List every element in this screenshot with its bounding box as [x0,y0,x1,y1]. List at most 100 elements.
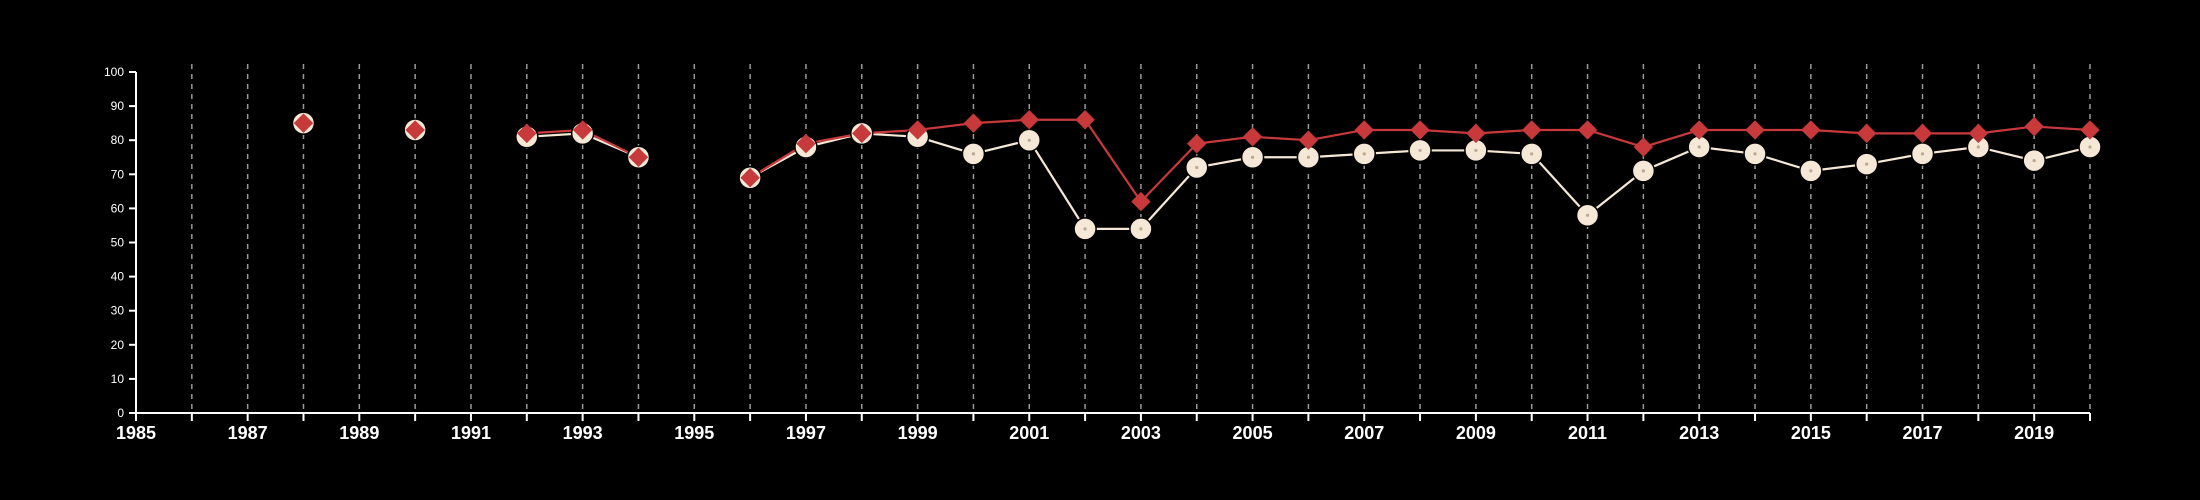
red-series-point [405,120,425,140]
y-tick-label: 80 [111,133,125,147]
red-series-point [1689,120,1709,140]
red-series-point [1298,130,1319,150]
red-series-point [2080,120,2100,140]
red-series-point [517,123,537,144]
x-tick-label: 1999 [898,423,938,443]
cream-series-point-center [1697,145,1701,149]
red-series-line-segment [973,118,1030,125]
red-series-point [572,120,593,140]
x-tick-label: 2001 [1009,423,1049,443]
red-series-point [1466,123,1486,144]
red-series-point [1745,120,1765,140]
x-tick-label: 1991 [451,423,491,443]
cream-series-point-center [1306,155,1310,159]
red-series-point [1131,191,1151,212]
x-tick-label: 2019 [2014,423,2054,443]
red-series-line-segment [1140,142,1198,203]
cream-series-point-center [1585,213,1590,217]
x-tick-label: 1985 [116,423,156,443]
grid-lines [191,64,2091,413]
red-series-point [907,120,928,140]
cream-series-point-center [1418,148,1422,153]
red-series-line-segment [1308,128,1365,142]
x-tick-label: 2005 [1233,423,1273,443]
x-tick-label: 2011 [1568,423,1607,443]
red-series-point [1522,120,1542,140]
red-series-point [1410,120,1430,140]
y-tick-label: 10 [111,372,125,386]
x-tick-label: 1995 [674,423,714,443]
red-series-point [1856,123,1877,144]
red-series-point [1019,110,1039,130]
y-tick-label: 40 [111,270,125,284]
red-series-point [1242,127,1263,147]
cream-series-point-center [1027,138,1031,142]
y-tick-label: 20 [111,338,125,352]
x-tick-label: 2015 [1791,423,1831,443]
red-series-point [963,113,984,133]
red-series-line-segment [1978,125,2035,135]
x-tick-label: 1989 [339,423,379,443]
cream-series-line-segment [1586,170,1645,217]
cream-series-point-center [2032,159,2036,163]
y-tick-label: 70 [111,167,125,181]
cream-series-point-center [1976,145,1980,149]
axes [129,71,2091,421]
red-series-line-segment [917,122,974,132]
red-series-point [1633,137,1654,157]
x-tick-label: 2009 [1456,423,1496,443]
red-series-point [2024,116,2044,137]
x-tick-label: 1993 [563,423,603,443]
y-tick-label: 60 [111,201,125,215]
series [291,110,2102,241]
red-series-line-segment [1810,128,1867,135]
red-series-point [852,123,872,144]
red-series-line-segment [1252,135,1309,142]
y-tick-label: 0 [117,406,124,420]
red-series-point [1187,133,1207,154]
cream-series-point-center [971,152,976,156]
red-series-line-segment [1587,128,1644,149]
y-tick-label: 100 [104,65,124,79]
cream-series-point-center [1195,165,1199,170]
cream-series-point-center [1083,227,1087,231]
y-tick-label: 90 [111,99,125,113]
x-tick-label: 2013 [1679,423,1719,443]
red-series-line-segment [1643,128,1700,149]
cream-series-point-center [1250,155,1255,159]
x-tick-label: 2003 [1121,423,1161,443]
tick-labels: 0 10 20 30 40 50 60 70 80 90 100 1985 1987 1989 1991 19… [104,65,2054,443]
y-tick-label: 50 [111,236,125,250]
red-series-point [796,133,816,154]
red-series-line-segment [1196,135,1253,145]
red-series-line-segment [2034,125,2091,132]
red-series-line-segment [1084,119,1142,203]
y-tick-label: 30 [111,304,125,318]
cream-series-point-center [1139,227,1143,231]
red-series-point [628,147,649,167]
red-series-point [1968,123,1989,144]
red-series-point [740,168,760,188]
red-series-point [1912,123,1933,144]
x-tick-label: 1987 [228,423,268,443]
cream-series-point-center [1474,148,1478,153]
cream-series-point-center [1920,152,1925,156]
cream-series-point-center [2088,145,2092,149]
cream-series-line-segment [1530,153,1589,216]
red-series-point [1577,120,1598,140]
cream-series-point-center [1865,162,1869,166]
x-tick-label: 2017 [1902,423,1942,443]
cream-series-point-center [1753,152,1757,156]
cream-series-line-segment [1140,166,1198,230]
red-series-line-segment [1475,128,1532,135]
red-series-point [1354,120,1374,140]
x-tick-label: 2007 [1344,423,1384,443]
red-series-line-segment [1419,128,1476,135]
cream-series-line-segment [1028,139,1087,230]
red-series-point [1801,120,1821,140]
cream-series-point-center [1530,152,1534,156]
cream-series-point-center [1809,169,1813,173]
red-series-point [293,113,314,133]
red-series-point [1075,110,1095,130]
